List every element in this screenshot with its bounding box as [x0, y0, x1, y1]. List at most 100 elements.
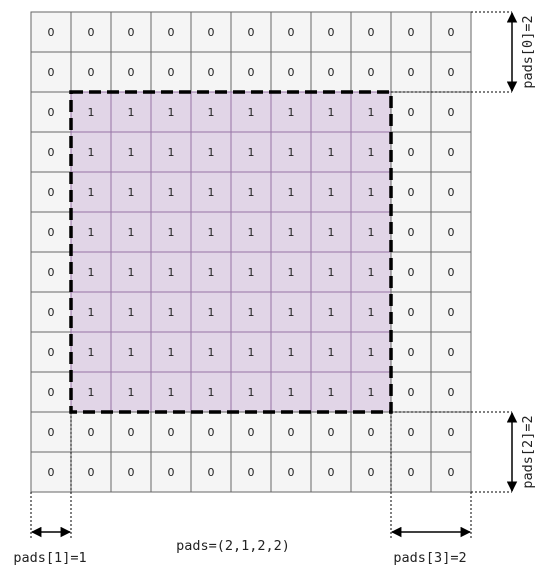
inner-cell-value: 1: [128, 306, 135, 319]
padding-cell-value: 0: [448, 386, 455, 399]
inner-cell-value: 1: [208, 386, 215, 399]
inner-cell-value: 1: [88, 226, 95, 239]
inner-cell-value: 1: [328, 266, 335, 279]
padding-cell: [310, 411, 352, 453]
inner-cell: [270, 91, 312, 133]
padding-cell-value: 0: [128, 466, 135, 479]
padding-cell-value: 0: [448, 346, 455, 359]
padding-cell-value: 0: [408, 306, 415, 319]
inner-cell: [230, 371, 272, 413]
inner-cell-value: 1: [128, 346, 135, 359]
inner-cell-value: 1: [168, 346, 175, 359]
inner-cell-value: 1: [128, 186, 135, 199]
inner-cell: [270, 291, 312, 333]
pads-1-label: pads[1]=1: [13, 550, 86, 566]
padding-cell-value: 0: [208, 466, 215, 479]
pads-2-label: pads[2]=2: [520, 415, 536, 488]
inner-cell-value: 1: [288, 386, 295, 399]
inner-cell-value: 1: [368, 226, 375, 239]
inner-cell-value: 1: [208, 186, 215, 199]
inner-cell: [190, 91, 232, 133]
inner-cell: [110, 371, 152, 413]
inner-cell-value: 1: [168, 226, 175, 239]
inner-cell-value: 1: [288, 146, 295, 159]
inner-cell: [190, 171, 232, 213]
inner-cell-value: 1: [168, 306, 175, 319]
inner-cell-value: 1: [168, 146, 175, 159]
padding-cell: [30, 171, 72, 213]
padding-cell: [430, 451, 472, 493]
padding-cell-value: 0: [328, 426, 335, 439]
padding-cell: [430, 411, 472, 453]
inner-cell-value: 1: [368, 346, 375, 359]
inner-cell-value: 1: [208, 266, 215, 279]
padding-cell-value: 0: [408, 426, 415, 439]
padding-cell-value: 0: [128, 26, 135, 39]
padding-cell: [30, 251, 72, 293]
padding-cell-value: 0: [448, 186, 455, 199]
padding-cell: [230, 11, 272, 53]
padding-cell: [350, 451, 392, 493]
padding-cell-value: 0: [168, 426, 175, 439]
inner-cell-value: 1: [288, 186, 295, 199]
inner-cell-value: 1: [248, 226, 255, 239]
inner-cell: [110, 331, 152, 373]
padding-cell: [430, 51, 472, 93]
dimension-arrows: [30, 11, 518, 538]
inner-cell-value: 1: [248, 306, 255, 319]
padding-cell-value: 0: [408, 26, 415, 39]
grid-cells: 0 0 0 0 0 0 0 0 0 0 0 0 0 0 0 0 0 0 0 0 0 0 0 1 1 1 1 1 1 1 1 0 0 0 1 1 1 1 1 1…: [30, 11, 472, 493]
padding-cell: [30, 211, 72, 253]
padding-cell-value: 0: [48, 306, 55, 319]
padding-cell-value: 0: [168, 466, 175, 479]
inner-cell: [350, 211, 392, 253]
inner-cell: [270, 131, 312, 173]
padding-cell-value: 0: [168, 66, 175, 79]
padding-cell: [30, 331, 72, 373]
inner-cell: [110, 171, 152, 213]
padding-cell-value: 0: [208, 66, 215, 79]
inner-cell: [350, 251, 392, 293]
inner-cell-value: 1: [368, 106, 375, 119]
inner-cell: [310, 331, 352, 373]
inner-cell-value: 1: [208, 106, 215, 119]
inner-cell: [350, 331, 392, 373]
padding-cell: [30, 11, 72, 53]
inner-cell-value: 1: [88, 106, 95, 119]
inner-cell: [150, 371, 192, 413]
inner-cell: [150, 291, 192, 333]
inner-cell-value: 1: [248, 186, 255, 199]
padding-cell-value: 0: [408, 466, 415, 479]
inner-cell: [150, 171, 192, 213]
inner-cell-value: 1: [168, 186, 175, 199]
inner-cell-value: 1: [128, 226, 135, 239]
inner-cell-value: 1: [368, 306, 375, 319]
padding-cell-value: 0: [248, 66, 255, 79]
padding-cell-value: 0: [88, 426, 95, 439]
padding-cell-value: 0: [408, 266, 415, 279]
padding-cell: [30, 291, 72, 333]
padding-cell: [190, 411, 232, 453]
inner-cell: [190, 291, 232, 333]
inner-cell-value: 1: [288, 226, 295, 239]
inner-cell: [70, 291, 112, 333]
padding-cell-value: 0: [408, 226, 415, 239]
inner-cell-value: 1: [288, 266, 295, 279]
inner-region-dashed-border: [69, 90, 393, 414]
padding-cell-value: 0: [328, 466, 335, 479]
inner-cell: [110, 251, 152, 293]
padding-cell-value: 0: [448, 66, 455, 79]
inner-cell-value: 1: [128, 386, 135, 399]
padding-cell: [390, 51, 432, 93]
inner-cell-value: 1: [368, 386, 375, 399]
inner-cell: [310, 291, 352, 333]
inner-cell-value: 1: [328, 346, 335, 359]
inner-cell-value: 1: [128, 266, 135, 279]
inner-cell: [70, 251, 112, 293]
padding-cell: [30, 451, 72, 493]
inner-cell-value: 1: [128, 146, 135, 159]
inner-cell: [230, 291, 272, 333]
padding-cell-value: 0: [48, 426, 55, 439]
padding-cell-value: 0: [288, 466, 295, 479]
inner-cell-value: 1: [288, 346, 295, 359]
